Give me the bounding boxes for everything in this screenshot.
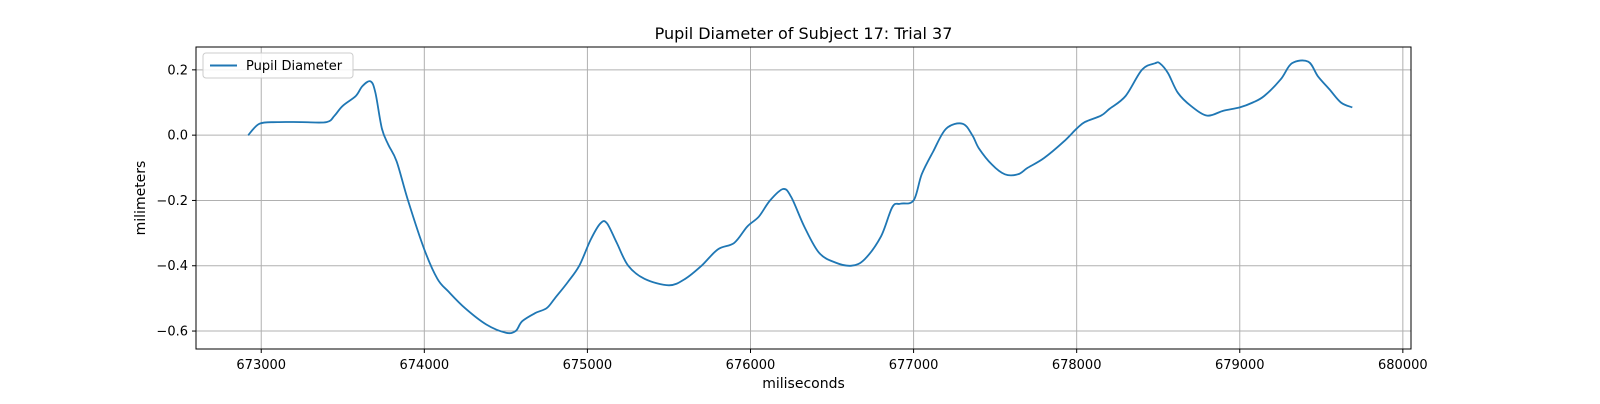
x-axis-title: miliseconds — [762, 376, 845, 392]
y-tick-label: 0.2 — [167, 63, 188, 78]
chart-title: Pupil Diameter of Subject 17: Trial 37 — [655, 24, 953, 43]
x-tick-label: 673000 — [236, 358, 286, 373]
series-line-pupil-diameter — [247, 59, 1353, 335]
x-tick-label: 675000 — [563, 358, 613, 373]
y-tick-label: 0.0 — [167, 129, 188, 144]
x-tick-label: 678000 — [1052, 358, 1102, 373]
legend-label: Pupil Diameter — [246, 59, 343, 74]
y-axis-title: milimeters — [133, 161, 149, 236]
x-tick-label: 680000 — [1378, 358, 1428, 373]
y-tick-label: −0.6 — [156, 325, 188, 340]
x-tick-label: 677000 — [889, 358, 939, 373]
grid — [196, 47, 1411, 349]
plot-frame — [195, 46, 1412, 350]
series-layer — [247, 59, 1353, 335]
legend-box — [202, 52, 354, 79]
x-tick-label: 676000 — [726, 358, 776, 373]
legend: Pupil Diameter — [202, 52, 354, 79]
x-tick-label: 679000 — [1215, 358, 1265, 373]
y-tick-label: −0.2 — [156, 194, 188, 209]
x-tick-label: 674000 — [400, 358, 450, 373]
ticks: 673000 674000 675000 676000 677000 678000 6790… — [156, 63, 1427, 373]
y-tick-label: −0.4 — [156, 259, 188, 274]
